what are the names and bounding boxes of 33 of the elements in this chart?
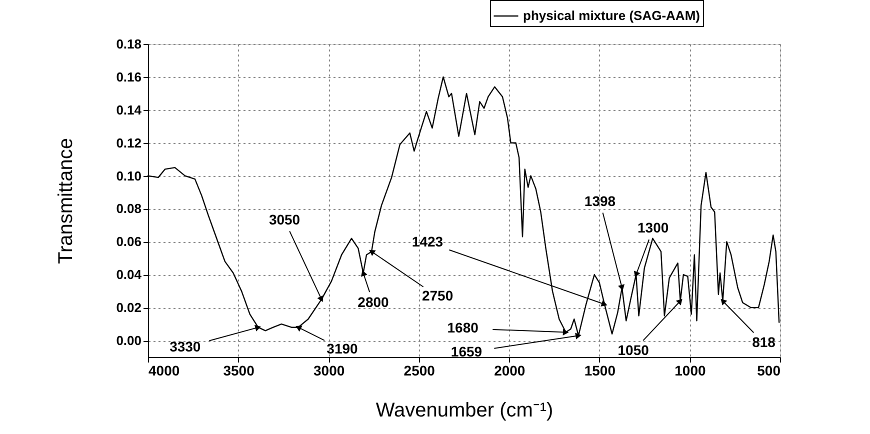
legend-label: physical mixture (SAG-AAM)	[523, 8, 700, 23]
y-tick-label: 0.00	[116, 333, 142, 348]
y-tick-label: 0.10	[116, 168, 142, 184]
annotation: 3050	[268, 211, 300, 228]
y-tick-label: 0.18	[116, 36, 142, 52]
annotation: 1423	[412, 233, 444, 250]
annotation: 2750	[422, 288, 454, 304]
annotation: 1659	[450, 344, 482, 360]
y-tick-label: 0.12	[116, 135, 142, 150]
annotation: 1300	[638, 220, 669, 236]
annotation: 1680	[447, 319, 479, 336]
x-tick-label: 3500	[223, 362, 255, 378]
annotation: 1398	[584, 192, 616, 209]
y-axis-title: Transmittance	[55, 138, 78, 264]
y-tick-label: 0.14	[116, 102, 142, 118]
y-tick-label: 0.16	[116, 69, 142, 84]
x-tick-label: 2000	[494, 362, 526, 378]
x-axis-title: Wavenumber (cm⁻¹)	[376, 400, 554, 422]
annotation: 1050	[618, 342, 650, 358]
annotation: 3190	[326, 340, 358, 356]
annotation: 818	[752, 334, 776, 350]
y-tick-label: 0.06	[116, 234, 142, 250]
x-tick-label: 4000	[148, 362, 180, 378]
x-tick-label: 3000	[313, 362, 345, 378]
annotation: 3330	[170, 338, 201, 354]
y-tick-label: 0.08	[116, 201, 142, 216]
x-tick-label: 1000	[674, 362, 706, 378]
y-tick-label: 0.02	[116, 300, 142, 316]
x-tick-label: 1500	[584, 362, 616, 378]
x-tick-label: 500	[757, 362, 781, 378]
y-tick-label: 0.04	[116, 267, 142, 282]
annotation: 2800	[358, 294, 390, 310]
x-tick-label: 2500	[404, 362, 436, 378]
